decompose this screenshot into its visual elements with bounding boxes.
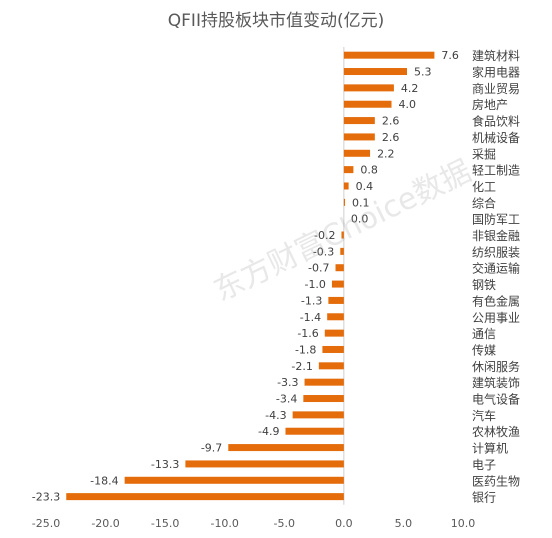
value-label: 0.8	[360, 164, 378, 177]
bar	[304, 378, 344, 386]
category-label: 非银金融	[472, 228, 520, 243]
bar	[318, 362, 344, 370]
bar	[303, 395, 344, 403]
category-label: 传媒	[472, 342, 496, 357]
category-label: 电子	[472, 458, 496, 472]
bar	[343, 198, 346, 206]
bar	[343, 166, 354, 174]
category-label: 建筑装饰	[472, 375, 520, 390]
bar	[327, 313, 344, 321]
x-tick-label: -25.0	[32, 517, 60, 530]
bar	[343, 117, 375, 125]
bar	[66, 493, 344, 501]
category-label: 电气设备	[472, 392, 520, 407]
category-label: 通信	[472, 327, 496, 341]
value-label: 2.2	[377, 147, 395, 160]
value-label: -4.9	[258, 425, 279, 438]
value-label: -1.3	[301, 294, 322, 307]
value-label: 4.2	[401, 82, 419, 95]
category-label: 银行	[472, 491, 496, 505]
bar	[340, 247, 344, 255]
value-label: -1.6	[297, 327, 318, 340]
category-label: 机械设备	[472, 130, 520, 145]
bar	[322, 345, 344, 353]
value-label: -13.3	[151, 458, 179, 471]
x-tick-label: 0.0	[335, 517, 353, 530]
category-label: 有色金属	[472, 293, 520, 308]
bar	[331, 280, 344, 288]
value-label: -9.7	[201, 442, 222, 455]
value-label: -3.3	[277, 376, 298, 389]
category-label: 商业贸易	[472, 81, 520, 96]
bar	[341, 231, 344, 239]
category-label: 纺织服装	[472, 245, 520, 259]
x-tick-label: -20.0	[91, 517, 119, 530]
bar	[343, 84, 394, 92]
value-label: 2.6	[382, 115, 400, 128]
chart-title: QFII持股板块市值变动(亿元)	[167, 11, 385, 31]
x-tick-label: -5.0	[274, 517, 295, 530]
category-label: 建筑材料	[472, 48, 520, 63]
bar	[343, 149, 371, 157]
bar	[343, 51, 435, 59]
category-label: 钢铁	[472, 278, 496, 292]
value-label: -1.0	[304, 278, 325, 291]
bar	[324, 329, 344, 337]
value-label: -0.7	[308, 262, 329, 275]
value-label: 2.6	[382, 131, 400, 144]
bar	[185, 460, 344, 468]
category-label: 交通运输	[472, 261, 520, 276]
category-label: 房地产	[472, 97, 508, 112]
value-label: 5.3	[414, 66, 432, 79]
value-label: 0.0	[351, 213, 369, 226]
category-label: 公用事业	[472, 311, 520, 325]
bar	[124, 476, 344, 484]
category-label: 综合	[472, 195, 496, 210]
value-label: -2.1	[291, 360, 312, 373]
category-label: 轻工制造	[472, 164, 520, 178]
bar	[343, 68, 408, 76]
bar	[343, 100, 392, 108]
value-label: 4.0	[399, 98, 417, 111]
category-label: 医药生物	[472, 474, 520, 488]
value-label: 0.4	[356, 180, 374, 193]
value-label: -1.8	[295, 343, 316, 356]
category-label: 家用电器	[472, 65, 520, 80]
bar	[228, 444, 344, 452]
category-label: 汽车	[472, 408, 496, 423]
value-label: -1.4	[300, 311, 321, 324]
x-tick-label: 5.0	[395, 517, 413, 530]
bar	[343, 182, 349, 190]
x-tick-label: -10.0	[210, 517, 238, 530]
x-tick-label: 10.0	[451, 517, 476, 530]
category-label: 农林牧渔	[472, 425, 520, 439]
bar	[328, 296, 344, 304]
bar	[335, 264, 344, 272]
bar	[285, 427, 344, 435]
value-label: -3.4	[276, 393, 297, 406]
value-label: -0.2	[314, 229, 335, 242]
value-label: -23.3	[32, 491, 60, 504]
value-label: -4.3	[265, 409, 286, 422]
value-label: 7.6	[441, 49, 459, 62]
value-label: -0.3	[313, 245, 334, 258]
bar	[292, 411, 344, 419]
value-label: 0.1	[352, 196, 370, 209]
category-label: 国防军工	[472, 212, 520, 227]
category-label: 食品饮料	[472, 114, 520, 129]
category-label: 化工	[472, 180, 496, 194]
x-tick-label: -15.0	[151, 517, 179, 530]
category-label: 采掘	[472, 146, 496, 161]
value-label: -18.4	[90, 474, 118, 487]
category-label: 休闲服务	[472, 359, 520, 374]
bar	[343, 133, 375, 141]
category-label: 计算机	[472, 441, 508, 456]
